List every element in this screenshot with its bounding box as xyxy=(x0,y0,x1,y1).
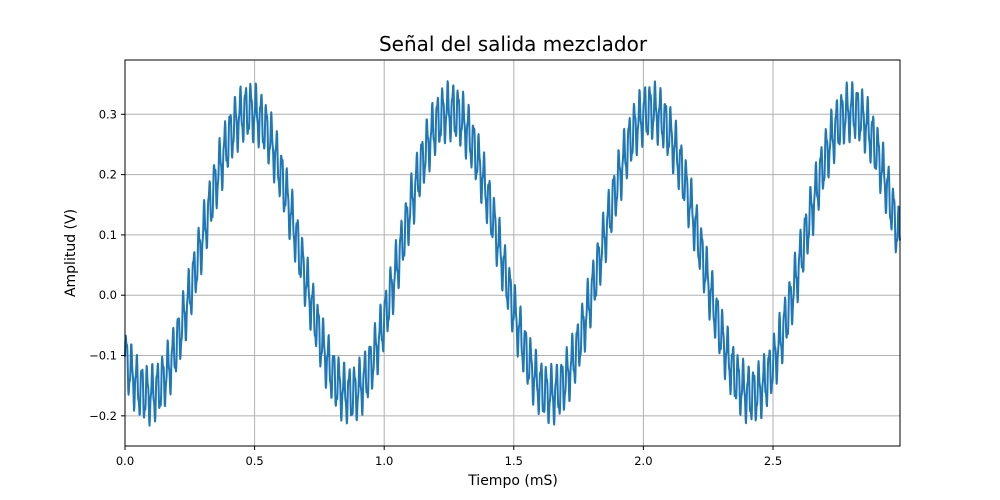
x-tick-label: 2.0 xyxy=(634,454,652,468)
y-axis-label: Amplitud (V) xyxy=(63,209,79,297)
y-tick-label: 0.3 xyxy=(99,107,117,121)
x-tick-label: 1.0 xyxy=(375,454,393,468)
y-tick-label: −0.1 xyxy=(89,349,117,363)
plot-frame xyxy=(124,59,901,447)
y-axis-ticks: −0.2 −0.1 0.0 0.1 0.2 0.3 xyxy=(89,107,125,423)
y-tick-label: 0.0 xyxy=(99,288,117,302)
x-tick-label: 1.5 xyxy=(505,454,523,468)
chart-title: Señal del salida mezclador xyxy=(379,32,648,56)
x-axis-label: Tiempo (mS) xyxy=(467,473,558,489)
x-tick-label: 0.0 xyxy=(116,454,134,468)
y-tick-label: 0.1 xyxy=(99,228,117,242)
y-tick-label: 0.2 xyxy=(99,168,117,182)
y-tick-label: −0.2 xyxy=(89,409,117,423)
series-layer xyxy=(124,80,901,427)
x-tick-label: 2.5 xyxy=(764,454,782,468)
series-line-0 xyxy=(124,80,901,427)
x-tick-label: 0.5 xyxy=(245,454,263,468)
x-axis-ticks: 0.0 0.5 1.0 1.5 2.0 2.5 xyxy=(116,446,782,468)
